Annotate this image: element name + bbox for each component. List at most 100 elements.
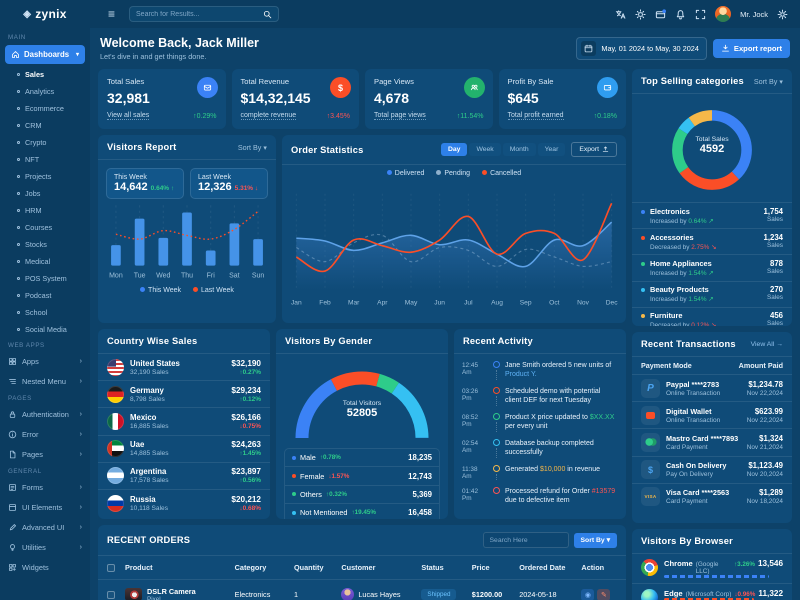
sidebar-item-courses[interactable]: Courses — [0, 219, 90, 236]
sidebar-item-authentication[interactable]: Authentication › — [0, 404, 90, 424]
brand-logo[interactable]: ◈ zynix — [0, 7, 90, 21]
date-range-picker[interactable]: May, 01 2024 to May, 30 2024 — [576, 37, 707, 60]
sort-by-dropdown[interactable]: Sort By ▾ — [753, 76, 783, 86]
order-stats-legend: Delivered Pending Cancelled — [282, 165, 626, 183]
export-button[interactable]: Export — [571, 142, 617, 157]
fullscreen-icon[interactable] — [695, 9, 706, 20]
sidebar-item-hrm[interactable]: HRM — [0, 202, 90, 219]
sidebar-item-nft[interactable]: NFT — [0, 151, 90, 168]
chevron-right-icon: › — [79, 377, 82, 385]
sidebar-item-nested-menu[interactable]: Nested Menu › — [0, 371, 90, 391]
trend-down-icon: ↘ — [711, 322, 717, 326]
sidebar-item-ecommerce[interactable]: Ecommerce — [0, 100, 90, 117]
home-icon — [12, 51, 19, 58]
range-month-button[interactable]: Month — [502, 143, 536, 156]
gender-row: Male ↑0.78% 18,235 — [285, 449, 439, 466]
svg-text:Fri: Fri — [207, 272, 216, 279]
sidebar-item-medical[interactable]: Medical — [0, 253, 90, 270]
sidebar-item-crypto[interactable]: Crypto — [0, 134, 90, 151]
svg-text:Sep: Sep — [520, 299, 532, 306]
sidebar-item-advanced-ui[interactable]: Advanced UI › — [0, 517, 90, 537]
gender-row: Female ↓1.57% 12,743 — [285, 466, 439, 484]
language-icon[interactable] — [615, 9, 626, 20]
sidebar-item-crm[interactable]: CRM — [0, 117, 90, 134]
chevron-right-icon: › — [79, 357, 82, 365]
theme-sun-icon[interactable] — [635, 8, 646, 20]
sales-envelope-icon — [196, 77, 218, 98]
kpi-link[interactable]: Total profit earned — [507, 112, 564, 120]
sidebar-item-widgets[interactable]: Widgets — [0, 557, 90, 577]
sort-by-dropdown[interactable]: Sort By ▾ — [237, 142, 267, 152]
hamburger-menu-icon[interactable]: ≡ — [108, 7, 116, 21]
sidebar-item-sales[interactable]: Sales — [0, 66, 90, 83]
chevron-right-icon: › — [79, 543, 82, 551]
sidebar-item-podcast[interactable]: Podcast — [0, 287, 90, 304]
row-checkbox[interactable] — [107, 590, 115, 599]
kpi-link[interactable]: complete revenue — [240, 112, 297, 120]
chevron-right-icon: › — [79, 450, 82, 458]
chevron-down-icon: ▾ — [75, 52, 79, 58]
trend-down-icon: ↘ — [711, 243, 717, 251]
view-order-button[interactable]: ◉ — [581, 588, 595, 600]
svg-text:Apr: Apr — [377, 299, 388, 306]
sidebar-item-error[interactable]: Error › — [0, 424, 90, 444]
search-input[interactable] — [136, 10, 260, 18]
trend-up-icon: ↑ — [456, 112, 461, 120]
order-statistics-card: Order Statistics Day Week Month Year Exp… — [282, 135, 626, 323]
visitors-report-card: Visitors Report Sort By ▾ This Week 14,6… — [98, 135, 276, 323]
range-week-button[interactable]: Week — [469, 143, 501, 156]
category-row: Electronics Increased by 0.64% ↗ 1,754 Sale… — [632, 202, 792, 228]
sidebar-item-jobs[interactable]: Jobs — [0, 185, 90, 202]
notifications-bell-icon[interactable] — [675, 9, 686, 20]
trend-up-icon: ↑ — [170, 185, 175, 192]
sidebar-item-school[interactable]: School — [0, 304, 90, 321]
kpi-link[interactable]: Total page views — [374, 112, 426, 120]
category-row: Beauty Products Increased by 1.54% ↗ 270 Sa… — [632, 280, 792, 307]
svg-text:May: May — [405, 299, 418, 306]
svg-text:Sat: Sat — [229, 272, 240, 279]
range-day-button[interactable]: Day — [440, 143, 468, 156]
sidebar-item-analytics[interactable]: Analytics — [0, 83, 90, 100]
sidebar-item-apps[interactable]: Apps › — [0, 351, 90, 371]
page-title: Welcome Back, Jack Miller — [100, 36, 259, 50]
argentina-flag-icon — [107, 467, 124, 485]
search-icon[interactable] — [263, 10, 272, 19]
brand-diamond-icon: ◈ — [23, 8, 32, 20]
svg-text:Feb: Feb — [319, 299, 331, 306]
visitors-by-browser-card: Visitors By Browser Chrome (Google LLC) ↑3… — [632, 529, 792, 600]
svg-text:Jan: Jan — [291, 299, 302, 306]
lock-icon — [9, 410, 16, 418]
sidebar-item-forms[interactable]: Forms › — [0, 477, 90, 497]
kpi-link[interactable]: View all sales — [107, 112, 150, 120]
view-all-link[interactable]: View All → — [750, 340, 783, 348]
trend-up-icon: ↑ — [326, 112, 331, 120]
activity-item: 03:26 Pm Scheduled demo with potential cl… — [462, 386, 601, 406]
trend-down-icon: ↓ — [254, 185, 259, 192]
select-all-checkbox[interactable] — [107, 563, 115, 572]
card-title: Country Wise Sales — [107, 336, 198, 346]
country-row: Germany 8,798 Sales $29,234 ↑0.12% — [98, 381, 270, 409]
sidebar-item-utilities[interactable]: Utilities › — [0, 537, 90, 557]
sidebar-item-stocks[interactable]: Stocks — [0, 236, 90, 253]
country-wise-sales-card: Country Wise Sales United States 32,190 S… — [98, 329, 270, 519]
settings-gear-icon[interactable] — [777, 9, 788, 20]
sidebar-item-dashboards[interactable]: Dashboards ▾ — [5, 45, 85, 64]
user-avatar[interactable] — [715, 6, 732, 22]
export-report-button[interactable]: Export report — [712, 39, 790, 58]
edit-order-button[interactable]: ✎ — [597, 588, 611, 600]
orders-search-input[interactable] — [482, 532, 569, 548]
sidebar-item-pos-system[interactable]: POS System — [0, 270, 90, 287]
apps-card-icon[interactable] — [655, 8, 667, 20]
sidebar-item-ui-elements[interactable]: UI Elements › — [0, 497, 90, 517]
svg-text:Mon: Mon — [109, 272, 123, 279]
sidebar-item-pages[interactable]: Pages › — [0, 444, 90, 464]
orders-sort-button[interactable]: Sort By ▾ — [573, 532, 617, 548]
dollar-icon: $ — [330, 77, 351, 98]
range-year-button[interactable]: Year — [537, 143, 566, 156]
sidebar-section-webapps: WEB APPS — [8, 342, 45, 349]
chevron-right-icon: › — [79, 483, 82, 491]
us-flag-icon — [107, 358, 124, 376]
sidebar-item-projects[interactable]: Projects — [0, 168, 90, 185]
sidebar-section-main: MAIN — [8, 34, 26, 41]
sidebar-item-social-media[interactable]: Social Media — [0, 321, 90, 338]
